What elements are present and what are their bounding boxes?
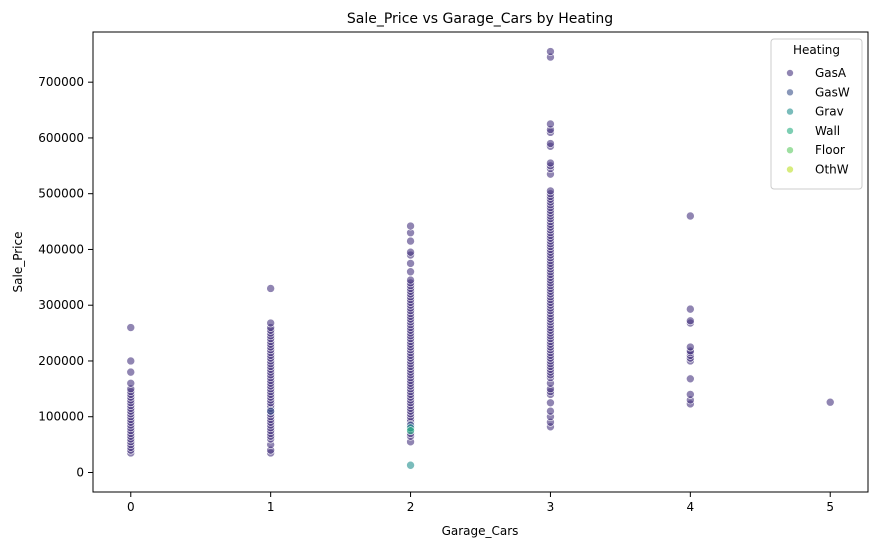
- data-point-gasa-26: [126, 356, 136, 366]
- legend-label-wall: Wall: [815, 124, 840, 138]
- data-point-gasa-73: [266, 284, 275, 293]
- data-point-gasa-217: [546, 158, 555, 168]
- data-point-gasa-237: [686, 304, 695, 314]
- x-tick-label-2: 2: [407, 500, 415, 514]
- x-axis-label: Garage_Cars: [442, 524, 519, 538]
- chart-title: Sale_Price vs Garage_Cars by Heating: [347, 11, 613, 27]
- data-point-gasa-24: [126, 378, 136, 388]
- legend-label-gasw: GasW: [815, 85, 850, 99]
- data-point-gasa-224: [546, 47, 555, 56]
- legend-marker-othw: [786, 165, 794, 174]
- y-axis-label: Sale_Price: [11, 232, 25, 293]
- data-point-gasa-239: [825, 397, 835, 407]
- legend-marker-grav: [786, 107, 794, 116]
- x-tick-label-1: 1: [267, 500, 275, 514]
- legend-label-grav: Grav: [815, 105, 844, 119]
- data-point-gasa-72: [266, 318, 275, 328]
- data-point-gasa-219: [546, 139, 555, 148]
- legend-label-floor: Floor: [815, 143, 845, 157]
- data-point-gasa-213: [546, 186, 555, 196]
- y-tick-label-100000: 100000: [38, 410, 84, 424]
- legend-frame: [770, 38, 863, 190]
- x-axis-ticks: 0 1 2 3 4 5: [127, 492, 834, 514]
- legend-title: Heating: [793, 43, 840, 57]
- y-tick-label-300000: 300000: [38, 298, 84, 312]
- data-point-gasa-222: [546, 119, 555, 129]
- data-point-gasa-25: [126, 367, 136, 377]
- data-point-grav-0: [406, 460, 415, 470]
- data-point-gasa-130: [406, 267, 415, 277]
- plot-frame: [92, 31, 869, 493]
- legend-marker-gasa: [786, 69, 794, 77]
- x-tick-label-4: 4: [687, 500, 695, 514]
- legend-marker-floor: [786, 146, 794, 154]
- data-point-wall-0: [406, 426, 415, 435]
- x-tick-label-0: 0: [127, 500, 135, 514]
- y-tick-label-500000: 500000: [38, 187, 84, 201]
- data-point-gasa-129: [406, 275, 415, 285]
- y-tick-label-400000: 400000: [38, 242, 84, 256]
- data-point-gasa-27: [126, 323, 136, 332]
- x-tick-label-3: 3: [547, 500, 555, 514]
- data-point-gasa-234: [686, 342, 695, 352]
- y-axis-ticks: 0 100000 200000 300000 400000 500000 600000 700…: [38, 75, 93, 479]
- y-tick-label-700000: 700000: [38, 75, 84, 89]
- y-tick-label-0: 0: [76, 465, 84, 479]
- data-point-gasa-133: [406, 247, 415, 257]
- legend-marker-wall: [786, 127, 794, 135]
- legend-label-othw: OthW: [815, 163, 849, 177]
- data-point-gasa-236: [686, 316, 695, 326]
- data-point-gasa-228: [686, 374, 695, 384]
- legend-marker-gasw: [786, 88, 794, 97]
- data-point-gasa-140: [546, 406, 555, 416]
- data-point-gasa-134: [406, 236, 415, 246]
- legend: Heating GasA GasW Grav Wall Floor OthW: [770, 38, 863, 190]
- data-point-gasw-1: [266, 406, 275, 416]
- data-point-gasa-131: [406, 259, 415, 268]
- points-layer: [126, 47, 835, 470]
- data-point-gasa-136: [406, 221, 415, 231]
- x-tick-label-5: 5: [826, 500, 834, 514]
- data-point-gasa-141: [546, 398, 555, 408]
- y-tick-label-600000: 600000: [38, 131, 84, 145]
- legend-label-gasa: GasA: [815, 66, 847, 80]
- legend-entries: GasA GasW Grav Wall Floor OthW: [786, 66, 850, 177]
- data-point-gasa-238: [686, 211, 695, 221]
- y-tick-label-200000: 200000: [38, 354, 84, 368]
- data-point-gasa-227: [686, 390, 695, 399]
